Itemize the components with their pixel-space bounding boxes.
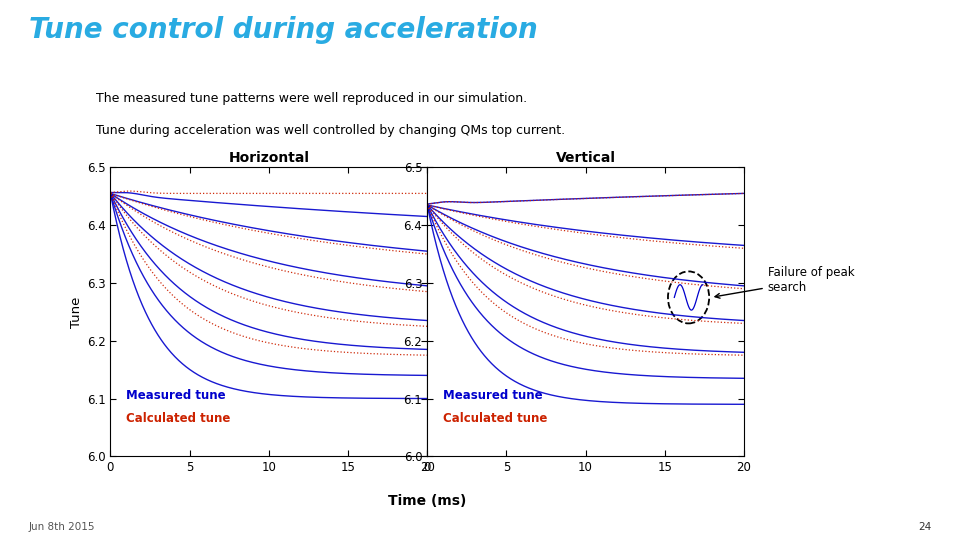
Text: Calculated tune: Calculated tune — [127, 411, 230, 424]
Text: Jun 8th 2015: Jun 8th 2015 — [29, 522, 95, 532]
Text: Measured tune: Measured tune — [127, 388, 226, 402]
Text: The measured tune patterns were well reproduced in our simulation.: The measured tune patterns were well rep… — [96, 92, 527, 105]
Text: Tune during acceleration was well controlled by changing QMs top current.: Tune during acceleration was well contro… — [96, 124, 565, 137]
Y-axis label: Tune: Tune — [70, 296, 83, 328]
Text: Failure of peak
search: Failure of peak search — [715, 266, 854, 298]
Text: 24: 24 — [918, 522, 931, 532]
Title: Vertical: Vertical — [556, 151, 615, 165]
Title: Horizontal: Horizontal — [228, 151, 309, 165]
Text: Time (ms): Time (ms) — [388, 494, 467, 508]
Text: Tune control during acceleration: Tune control during acceleration — [29, 16, 538, 44]
Text: Calculated tune: Calculated tune — [443, 411, 547, 424]
Text: Measured tune: Measured tune — [443, 388, 542, 402]
